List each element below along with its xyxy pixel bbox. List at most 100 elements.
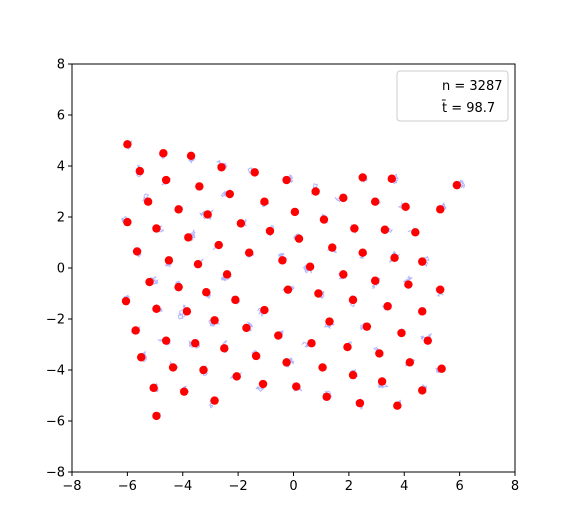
data-point — [131, 326, 140, 335]
data-point — [380, 225, 390, 234]
data-point — [393, 401, 402, 410]
data-point — [311, 187, 320, 196]
x-tick-label: 6 — [455, 479, 463, 494]
data-point — [245, 248, 254, 257]
trajectory — [215, 159, 228, 169]
data-point — [121, 296, 131, 306]
data-point — [182, 307, 192, 316]
data-point — [135, 166, 145, 176]
y-tick-label: 8 — [57, 58, 65, 73]
legend: n = 3287 t̄ = 98.7 — [396, 70, 509, 122]
x-axis: −8 −6 −4 −2 0 2 4 6 8 — [62, 472, 519, 494]
data-point — [195, 182, 204, 191]
data-point — [220, 344, 229, 353]
x-tick-label: 4 — [400, 479, 408, 494]
data-point — [436, 205, 445, 214]
data-point — [282, 175, 291, 185]
data-point — [387, 174, 396, 183]
data-point — [401, 202, 410, 211]
data-point — [423, 336, 432, 345]
y-tick-label: 4 — [57, 160, 65, 175]
point-layer — [121, 140, 462, 421]
trajectory — [255, 385, 265, 392]
data-point — [274, 331, 283, 340]
data-point — [370, 197, 380, 206]
data-point — [375, 349, 384, 358]
data-point — [179, 387, 189, 396]
data-point — [242, 323, 251, 333]
data-point — [186, 151, 196, 160]
x-tick-label: 2 — [345, 479, 353, 494]
data-point — [436, 285, 445, 294]
data-point — [137, 353, 146, 362]
data-point — [404, 280, 413, 289]
data-point — [355, 398, 365, 408]
data-point — [350, 224, 359, 233]
data-point — [278, 256, 287, 265]
x-tick-label: −4 — [173, 479, 192, 494]
data-point — [217, 163, 226, 172]
legend-t-label: t̄ = 98.7 — [441, 101, 495, 116]
data-point — [290, 207, 300, 217]
data-point — [437, 364, 446, 373]
trajectory — [456, 179, 466, 189]
trajectory — [282, 174, 294, 184]
data-point — [294, 234, 304, 243]
y-tick-label: 0 — [57, 262, 65, 277]
x-tick-label: 0 — [289, 479, 297, 494]
trajectory — [324, 321, 335, 330]
data-point — [377, 377, 387, 386]
y-axis: −8 −6 −4 −2 0 2 4 6 8 — [46, 58, 72, 481]
y-tick-label: 6 — [57, 109, 65, 124]
data-point — [159, 149, 168, 158]
x-tick-label: −2 — [229, 479, 248, 494]
data-point — [174, 205, 183, 214]
data-point — [231, 295, 240, 305]
data-point — [210, 396, 219, 405]
data-point — [405, 358, 414, 367]
data-point — [319, 215, 329, 224]
data-point — [292, 382, 301, 391]
x-tick-label: 8 — [511, 479, 519, 494]
data-point — [452, 180, 462, 190]
data-point — [307, 339, 316, 348]
y-tick-label: 2 — [57, 211, 65, 226]
legend-n-label: n = 3287 — [442, 79, 502, 94]
data-point — [265, 226, 275, 236]
data-point — [318, 363, 327, 372]
data-point — [149, 383, 158, 393]
data-point — [383, 302, 392, 311]
data-point — [184, 233, 193, 242]
data-point — [152, 304, 161, 313]
data-point — [152, 224, 161, 233]
y-tick-label: −2 — [46, 313, 65, 328]
data-point — [123, 140, 132, 149]
data-point — [202, 288, 211, 297]
data-point — [132, 247, 142, 256]
data-point — [260, 197, 269, 206]
data-point — [225, 189, 235, 199]
data-point — [145, 277, 154, 287]
data-point — [250, 168, 259, 177]
trajectory — [302, 264, 313, 274]
y-tick-label: −6 — [46, 415, 65, 430]
data-point — [339, 193, 348, 203]
data-point — [370, 276, 380, 285]
data-point — [251, 351, 261, 361]
data-point — [328, 243, 337, 252]
data-point — [236, 219, 246, 228]
data-point — [418, 257, 427, 266]
data-point — [168, 363, 178, 372]
x-tick-label: −8 — [62, 479, 81, 494]
trajectory — [236, 218, 247, 227]
y-tick-label: −8 — [46, 466, 65, 481]
data-point — [339, 270, 348, 279]
data-point — [161, 336, 171, 345]
data-point — [362, 322, 372, 331]
data-point — [258, 379, 268, 389]
data-point — [174, 282, 183, 292]
data-point — [418, 307, 427, 316]
data-point — [191, 339, 200, 348]
data-point — [283, 285, 293, 294]
